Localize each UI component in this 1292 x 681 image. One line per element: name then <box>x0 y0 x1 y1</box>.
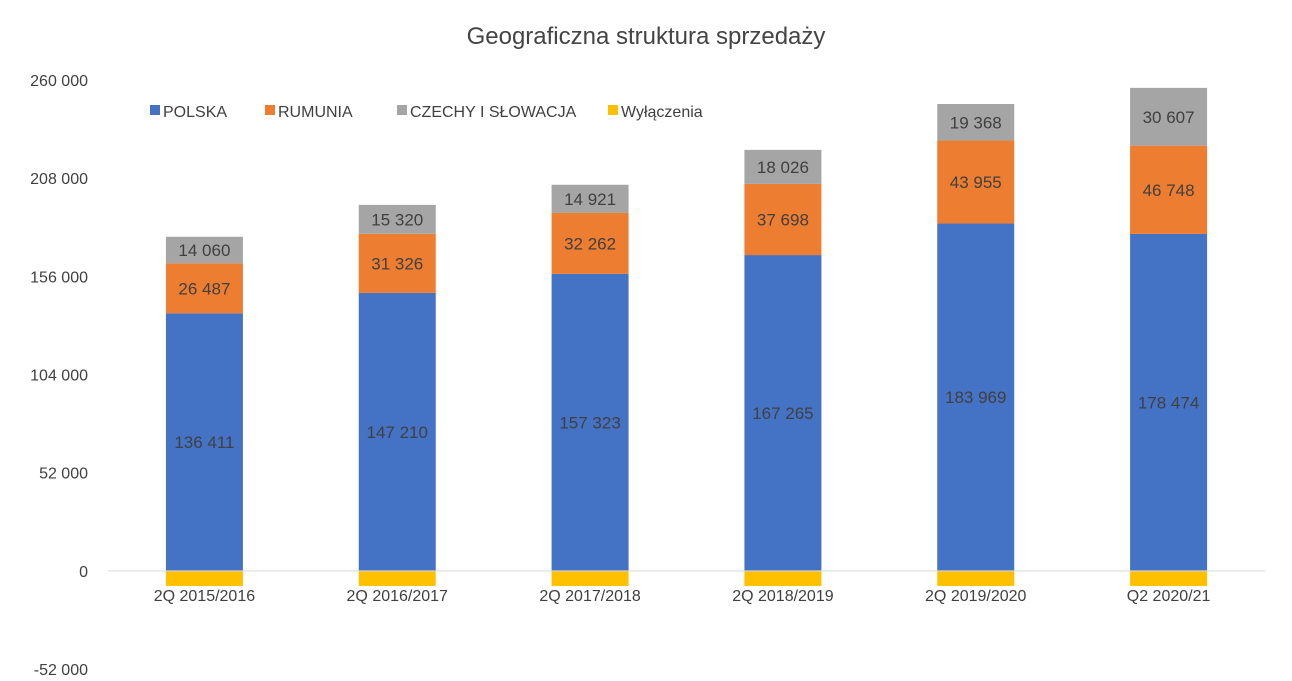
data-label: 15 320 <box>371 210 423 229</box>
legend-swatch <box>397 105 407 115</box>
data-label: 37 698 <box>757 210 809 229</box>
data-label: 147 210 <box>367 423 428 442</box>
bar-segment <box>1130 233 1208 571</box>
y-tick-label: 0 <box>79 564 88 581</box>
bar-segment <box>1130 87 1208 146</box>
data-label: 46 748 <box>1143 181 1195 200</box>
bar-segment <box>165 570 243 586</box>
chart-title: Geograficzna struktura sprzedaży <box>467 23 826 50</box>
y-axis: 260 000 208 000 156 000 104 000 52 000 0 -52 0… <box>30 73 88 679</box>
x-axis: 2Q 2015/2016 2Q 2016/2017 2Q 2017/2018 2Q 2… <box>108 570 1265 605</box>
bar-segment <box>551 273 629 571</box>
legend-label: POLSKA <box>163 104 227 121</box>
bar-segment <box>165 236 243 264</box>
data-label: 32 262 <box>564 234 616 253</box>
bar-segment <box>744 149 822 184</box>
legend-label: RUMUNIA <box>278 104 353 121</box>
bar-segment <box>937 570 1015 586</box>
bars: 136 411 26 487 14 060 147 210 31 326 15 320 15… <box>165 87 1208 586</box>
bar-segment <box>358 292 436 571</box>
data-label: 43 955 <box>950 173 1002 192</box>
bar-segment <box>744 183 822 256</box>
bar-segment <box>358 233 436 293</box>
bar-segment <box>551 184 629 213</box>
bar-segment <box>1130 570 1208 586</box>
y-tick-label: 104 000 <box>30 368 88 385</box>
legend-swatch <box>265 105 275 115</box>
data-label: 19 368 <box>950 113 1002 132</box>
data-label: 183 969 <box>945 388 1006 407</box>
legend: POLSKA RUMUNIA CZECHY I SŁOWACJA Wyłączenia <box>150 104 703 121</box>
data-label: 14 060 <box>178 241 230 260</box>
bar-segment <box>744 255 822 571</box>
y-tick-label: 156 000 <box>30 269 88 286</box>
data-label: 178 474 <box>1138 393 1199 412</box>
legend-label: Wyłączenia <box>621 104 703 121</box>
x-tick-label: 2Q 2018/2019 <box>732 588 834 605</box>
bar-segment <box>551 212 629 274</box>
data-label: 30 607 <box>1143 108 1195 127</box>
legend-label: CZECHY I SŁOWACJA <box>410 104 577 121</box>
bar-segment <box>937 103 1015 141</box>
bar-segment <box>358 204 436 234</box>
y-tick-label: -52 000 <box>34 662 88 679</box>
bar-segment <box>744 570 822 586</box>
bar-segment <box>358 570 436 586</box>
data-label: 26 487 <box>178 279 230 298</box>
x-tick-label: 2Q 2016/2017 <box>347 588 449 605</box>
y-tick-label: 260 000 <box>30 73 88 90</box>
bar-segment <box>1130 145 1208 234</box>
y-tick-label: 208 000 <box>30 171 88 188</box>
data-label: 18 026 <box>757 158 809 177</box>
bar-segment <box>551 570 629 586</box>
bar-segment <box>165 263 243 314</box>
data-label: 136 411 <box>174 433 234 452</box>
data-label: 167 265 <box>752 404 813 423</box>
x-tick-label: Q2 2020/21 <box>1127 588 1211 605</box>
x-tick-label: 2Q 2017/2018 <box>539 588 641 605</box>
bar-segment <box>937 140 1015 224</box>
x-tick-label: 2Q 2015/2016 <box>154 588 256 605</box>
x-tick-label: 2Q 2019/2020 <box>925 588 1027 605</box>
bar-segment <box>165 313 243 571</box>
y-tick-label: 52 000 <box>39 466 88 483</box>
data-label: 14 921 <box>564 190 616 209</box>
bar-segment <box>937 223 1015 571</box>
data-label: 31 326 <box>371 254 423 273</box>
legend-swatch <box>608 105 618 115</box>
legend-swatch <box>150 105 160 115</box>
data-label: 157 323 <box>559 413 620 432</box>
